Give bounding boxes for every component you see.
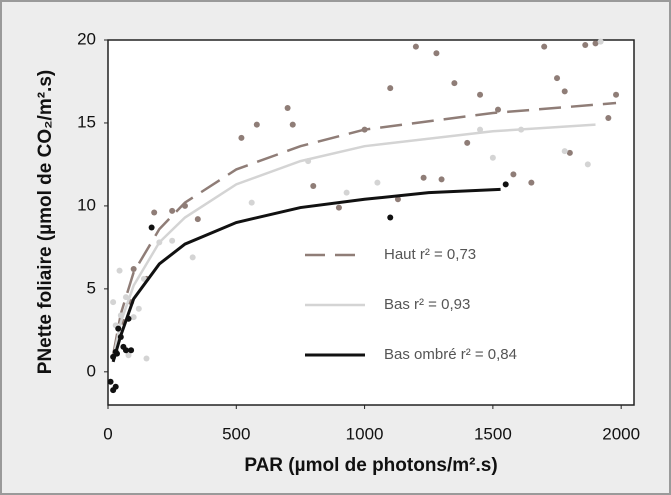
x-tick-label: 0 bbox=[103, 424, 112, 443]
data-point bbox=[374, 179, 381, 186]
data-point bbox=[238, 134, 245, 141]
data-point bbox=[189, 254, 196, 261]
data-point bbox=[561, 148, 568, 155]
y-tick-label: 15 bbox=[77, 112, 96, 131]
data-point bbox=[451, 80, 458, 87]
fit-line bbox=[111, 123, 596, 359]
fit-line bbox=[111, 101, 617, 356]
x-axis-label: PAR (µmol de photons/m².s) bbox=[244, 455, 497, 476]
data-point bbox=[248, 199, 255, 206]
y-tick-label: 5 bbox=[87, 278, 96, 297]
data-point bbox=[412, 43, 419, 50]
data-point bbox=[125, 352, 132, 359]
data-point bbox=[253, 121, 260, 128]
data-point bbox=[122, 347, 129, 354]
data-point bbox=[289, 121, 296, 128]
y-tick-label: 10 bbox=[77, 195, 96, 214]
data-point bbox=[433, 50, 440, 57]
data-point bbox=[148, 224, 155, 231]
x-tick-label: 1000 bbox=[346, 424, 384, 443]
data-point bbox=[122, 294, 129, 301]
data-point bbox=[107, 378, 114, 385]
data-point bbox=[541, 43, 548, 50]
data-point bbox=[592, 40, 599, 47]
data-point bbox=[597, 38, 604, 45]
data-point bbox=[502, 181, 509, 188]
data-point bbox=[561, 88, 568, 95]
data-point bbox=[194, 216, 201, 223]
data-point bbox=[343, 189, 350, 196]
data-point bbox=[115, 325, 122, 332]
data-point bbox=[130, 314, 137, 321]
data-point bbox=[310, 183, 317, 189]
data-point bbox=[477, 91, 484, 98]
legend-label: Bas r² = 0,93 bbox=[384, 296, 470, 313]
data-point bbox=[582, 41, 589, 48]
data-point bbox=[464, 139, 471, 146]
data-point bbox=[135, 305, 142, 312]
data-point bbox=[387, 214, 394, 221]
y-tick-label: 0 bbox=[87, 361, 96, 380]
data-point bbox=[335, 204, 342, 211]
data-point bbox=[169, 237, 176, 244]
data-point bbox=[143, 355, 150, 362]
data-point bbox=[112, 383, 119, 390]
x-tick-label: 500 bbox=[222, 424, 250, 443]
data-point bbox=[566, 149, 573, 156]
data-point bbox=[554, 75, 561, 82]
data-point bbox=[613, 91, 620, 98]
data-point bbox=[420, 174, 427, 181]
data-point bbox=[130, 265, 137, 272]
data-point bbox=[605, 114, 612, 121]
data-point bbox=[489, 154, 496, 161]
data-point bbox=[128, 347, 135, 354]
data-point bbox=[116, 267, 123, 274]
legend-label: Haut r² = 0,73 bbox=[384, 246, 476, 263]
data-point bbox=[284, 105, 291, 112]
x-tick-label: 2000 bbox=[602, 424, 640, 443]
fit-line bbox=[111, 187, 501, 363]
data-point bbox=[510, 171, 517, 178]
data-point bbox=[394, 196, 401, 203]
legend-label: Bas ombré r² = 0,84 bbox=[384, 346, 517, 363]
data-point bbox=[495, 106, 502, 113]
data-point bbox=[151, 209, 158, 216]
y-tick-label: 20 bbox=[77, 29, 96, 48]
data-point bbox=[477, 126, 484, 133]
data-point bbox=[438, 176, 445, 183]
x-tick-label: 1500 bbox=[474, 424, 512, 443]
data-point bbox=[584, 161, 591, 168]
data-point bbox=[528, 179, 535, 186]
data-point bbox=[110, 299, 117, 306]
y-axis-label: PNette foliaire (µmol de CO₂/m².s) bbox=[35, 70, 56, 374]
plot-area bbox=[107, 39, 635, 406]
data-point bbox=[169, 207, 176, 214]
data-point bbox=[387, 85, 394, 92]
